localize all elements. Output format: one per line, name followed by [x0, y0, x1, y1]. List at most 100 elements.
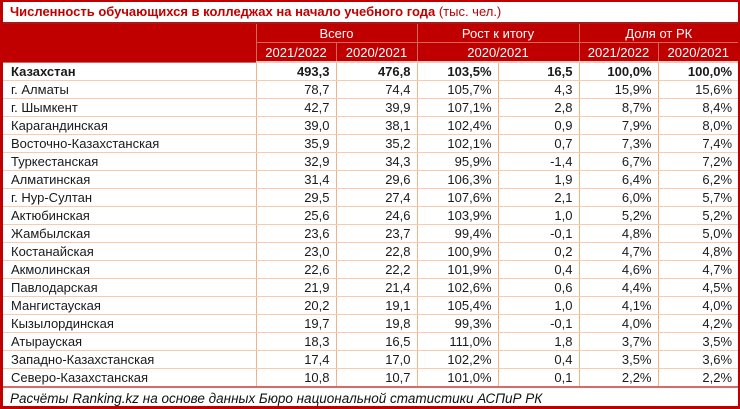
value-cell: 19,1	[335, 296, 418, 315]
value-cell: 476,8	[335, 61, 418, 81]
value-cell: 100,9%	[416, 242, 499, 261]
value-cell: 21,4	[335, 278, 418, 297]
region-cell: Алматинская	[3, 170, 257, 189]
value-cell: 103,9%	[416, 206, 499, 225]
value-cell: 74,4	[335, 80, 418, 99]
value-cell: 22,8	[335, 242, 418, 261]
value-cell: 5,0%	[657, 224, 738, 243]
value-cell: 20,2	[255, 296, 337, 315]
value-cell: 7,2%	[657, 152, 738, 171]
value-cell: 102,6%	[416, 278, 499, 297]
table-body: Казахстан 493,3 476,8 103,5% 16,5 100,0% 100,0…	[3, 61, 738, 388]
table-row: Костанайская 23,0 22,8 100,9% 0,2 4,7% 4,8%	[3, 242, 738, 261]
region-cell: Восточно-Казахстанская	[3, 134, 257, 153]
table-row: Мангистауская 20,2 19,1 105,4% 1,0 4,1% 4,0%	[3, 296, 738, 315]
value-cell: 4,5%	[657, 278, 738, 297]
value-cell: 101,9%	[416, 260, 499, 279]
region-cell: Атырауская	[3, 332, 257, 351]
value-cell: 4,4%	[578, 278, 659, 297]
value-cell: -1,4	[497, 152, 580, 171]
value-cell: -0,1	[497, 224, 580, 243]
value-cell: 3,5%	[578, 350, 659, 369]
value-cell: 0,4	[497, 350, 580, 369]
group-header: Доля от РК	[578, 24, 738, 43]
value-cell: 22,2	[335, 260, 418, 279]
value-cell: 493,3	[255, 61, 337, 81]
value-cell: 1,0	[497, 206, 580, 225]
region-column-header	[3, 24, 257, 63]
value-cell: 95,9%	[416, 152, 499, 171]
value-cell: 4,7%	[657, 260, 738, 279]
value-cell: 103,5%	[416, 61, 499, 81]
title-unit: (тыс. чел.)	[435, 4, 502, 19]
year-header: 2020/2021	[335, 42, 418, 63]
value-cell: 99,4%	[416, 224, 499, 243]
value-cell: 39,0	[255, 116, 337, 135]
year-header-row: 2021/2022 2020/2021 2020/2021 2021/2022 2020…	[3, 42, 738, 63]
table-row: г. Алматы 78,7 74,4 105,7% 4,3 15,9% 15,6%	[3, 80, 738, 99]
value-cell: 106,3%	[416, 170, 499, 189]
value-cell: 5,7%	[657, 188, 738, 207]
value-cell: 6,4%	[578, 170, 659, 189]
value-cell: 102,2%	[416, 350, 499, 369]
value-cell: 38,1	[335, 116, 418, 135]
value-cell: 0,2	[497, 242, 580, 261]
value-cell: 1,0	[497, 296, 580, 315]
value-cell: 0,9	[497, 116, 580, 135]
value-cell: 19,8	[335, 314, 418, 333]
region-cell: Костанайская	[3, 242, 257, 261]
group-header: Всего	[255, 24, 418, 43]
value-cell: 10,7	[335, 368, 418, 388]
value-cell: 24,6	[335, 206, 418, 225]
value-cell: 29,6	[335, 170, 418, 189]
value-cell: 4,7%	[578, 242, 659, 261]
region-cell: Северо-Казахстанская	[3, 368, 257, 388]
table-row: Северо-Казахстанская 10,8 10,7 101,0% 0,1 2,2…	[3, 368, 738, 388]
value-cell: 0,7	[497, 134, 580, 153]
value-cell: 5,2%	[657, 206, 738, 225]
table-footer: Расчёты Ranking.kz на основе данных Бюро…	[3, 386, 738, 406]
value-cell: 15,6%	[657, 80, 738, 99]
value-cell: 2,2%	[578, 368, 659, 388]
value-cell: 35,9	[255, 134, 337, 153]
table-row: Кызылординская 19,7 19,8 99,3% -0,1 4,0% 4,2%	[3, 314, 738, 333]
value-cell: 6,7%	[578, 152, 659, 171]
value-cell: 111,0%	[416, 332, 499, 351]
value-cell: 4,0%	[578, 314, 659, 333]
table-row: Акмолинская 22,6 22,2 101,9% 0,4 4,6% 4,7%	[3, 260, 738, 279]
value-cell: 100,0%	[657, 61, 738, 81]
value-cell: 8,4%	[657, 98, 738, 117]
value-cell: 35,2	[335, 134, 418, 153]
value-cell: 0,4	[497, 260, 580, 279]
value-cell: 32,9	[255, 152, 337, 171]
value-cell: 7,3%	[578, 134, 659, 153]
value-cell: 18,3	[255, 332, 337, 351]
value-cell: 22,6	[255, 260, 337, 279]
title-main: Численность обучающихся в колледжах на н…	[10, 4, 436, 19]
table-row: г. Нур-Султан 29,5 27,4 107,6% 2,1 6,0% 5,7%	[3, 188, 738, 207]
value-cell: 16,5	[335, 332, 418, 351]
value-cell: 23,6	[255, 224, 337, 243]
region-cell: г. Нур-Султан	[3, 188, 257, 207]
value-cell: 107,1%	[416, 98, 499, 117]
region-cell: Актюбинская	[3, 206, 257, 225]
value-cell: 3,5%	[657, 332, 738, 351]
value-cell: 23,7	[335, 224, 418, 243]
value-cell: 4,6%	[578, 260, 659, 279]
value-cell: 34,3	[335, 152, 418, 171]
region-cell: Кызылординская	[3, 314, 257, 333]
value-cell: 23,0	[255, 242, 337, 261]
value-cell: -0,1	[497, 314, 580, 333]
year-header: 2020/2021	[416, 42, 580, 63]
table-row: Алматинская 31,4 29,6 106,3% 1,9 6,4% 6,2%	[3, 170, 738, 189]
value-cell: 100,0%	[578, 61, 659, 81]
value-cell: 101,0%	[416, 368, 499, 388]
value-cell: 2,1	[497, 188, 580, 207]
value-cell: 16,5	[497, 61, 580, 81]
region-cell: Казахстан	[3, 61, 257, 81]
table-header: Всего Рост к итогу Доля от РК 2021/2022 202…	[3, 24, 738, 63]
value-cell: 107,6%	[416, 188, 499, 207]
region-cell: Карагандинская	[3, 116, 257, 135]
value-cell: 7,9%	[578, 116, 659, 135]
value-cell: 0,6	[497, 278, 580, 297]
